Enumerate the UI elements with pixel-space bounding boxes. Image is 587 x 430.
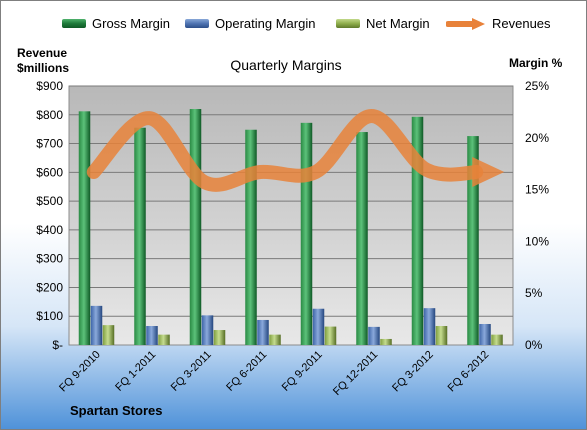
bar-operating-margin — [201, 315, 214, 345]
bar-net-margin — [380, 338, 392, 345]
bar-gross-margin — [78, 111, 91, 345]
legend-item-revenues: Revenues — [446, 16, 551, 31]
bar-net-margin — [491, 334, 503, 345]
category-label: FQ 3-2012 — [390, 349, 436, 395]
bar-net-margin — [213, 330, 226, 345]
chart-title: Quarterly Margins — [230, 57, 342, 73]
bar-operating-margin — [146, 326, 158, 345]
category-label: FQ 9-2010 — [57, 349, 103, 395]
left-axis-title-line1: Revenue — [17, 46, 68, 60]
right-axis-title: Margin % — [509, 56, 563, 70]
bar-net-margin — [158, 334, 170, 345]
left-tick-label: $300 — [36, 252, 63, 266]
revenue-arrowhead — [472, 156, 505, 187]
category-label: FQ 6-2011 — [224, 349, 269, 394]
left-tick-label: $900 — [36, 79, 63, 93]
right-tick-label: 5% — [525, 286, 543, 300]
right-tick-label: 20% — [525, 131, 549, 145]
bar-gross-margin — [356, 132, 368, 345]
bar-gross-margin — [467, 136, 479, 345]
bar-operating-margin — [312, 308, 325, 345]
left-tick-label: $800 — [36, 108, 63, 122]
left-tick-label: $400 — [36, 223, 63, 237]
left-tick-label: $200 — [36, 280, 63, 294]
legend: Gross Margin Operating Margin Net Margin… — [1, 16, 586, 38]
bar-operating-margin — [479, 323, 491, 345]
category-label: FQ 6-2012 — [446, 349, 492, 395]
bar-gross-margin — [134, 127, 146, 345]
legend-item-net-margin: Net Margin — [336, 16, 430, 31]
bar-operating-margin — [368, 326, 380, 345]
company-name: Spartan Stores — [70, 403, 163, 418]
legend-label-operating: Operating Margin — [215, 16, 316, 31]
left-axis-title-line2: $millions — [17, 61, 70, 75]
bar-operating-margin — [423, 308, 436, 345]
bar-operating-margin — [90, 305, 103, 345]
category-label: FQ 12-2011 — [331, 349, 380, 398]
left-tick-label: $500 — [36, 194, 63, 208]
bar-net-margin — [102, 325, 115, 345]
left-tick-label: $600 — [36, 165, 63, 179]
legend-label-revenues: Revenues — [492, 16, 551, 31]
category-label: FQ 3-2011 — [169, 349, 214, 394]
left-tick-label: $- — [52, 338, 63, 352]
revenue-line — [86, 109, 484, 192]
bar-gross-margin — [245, 129, 257, 345]
bar-net-margin — [435, 326, 448, 345]
legend-label-gross: Gross Margin — [92, 16, 171, 31]
bar-gross-margin — [189, 109, 202, 346]
bar-gross-margin — [300, 122, 313, 345]
category-label: FQ 9-2011 — [280, 349, 325, 394]
bar-net-margin — [269, 334, 281, 345]
bar-gross-margin — [411, 116, 424, 345]
right-tick-label: 0% — [525, 338, 543, 352]
right-tick-label: 10% — [525, 234, 549, 248]
right-tick-label: 15% — [525, 183, 549, 197]
legend-item-gross-margin: Gross Margin — [62, 16, 170, 31]
legend-swatch-gross — [62, 19, 86, 28]
legend-label-net: Net Margin — [366, 16, 430, 31]
legend-swatch-net — [336, 19, 360, 28]
bar-net-margin — [324, 326, 337, 345]
left-tick-label: $100 — [36, 309, 63, 323]
left-axis-title: Revenue $millions — [17, 46, 69, 76]
legend-item-operating-margin: Operating Margin — [185, 16, 315, 31]
right-tick-label: 25% — [525, 79, 549, 93]
legend-swatch-operating — [185, 19, 209, 28]
bar-operating-margin — [257, 319, 269, 345]
category-label: FQ 1-2011 — [113, 349, 158, 394]
legend-arrow-icon — [446, 17, 485, 30]
left-tick-label: $700 — [36, 137, 63, 151]
